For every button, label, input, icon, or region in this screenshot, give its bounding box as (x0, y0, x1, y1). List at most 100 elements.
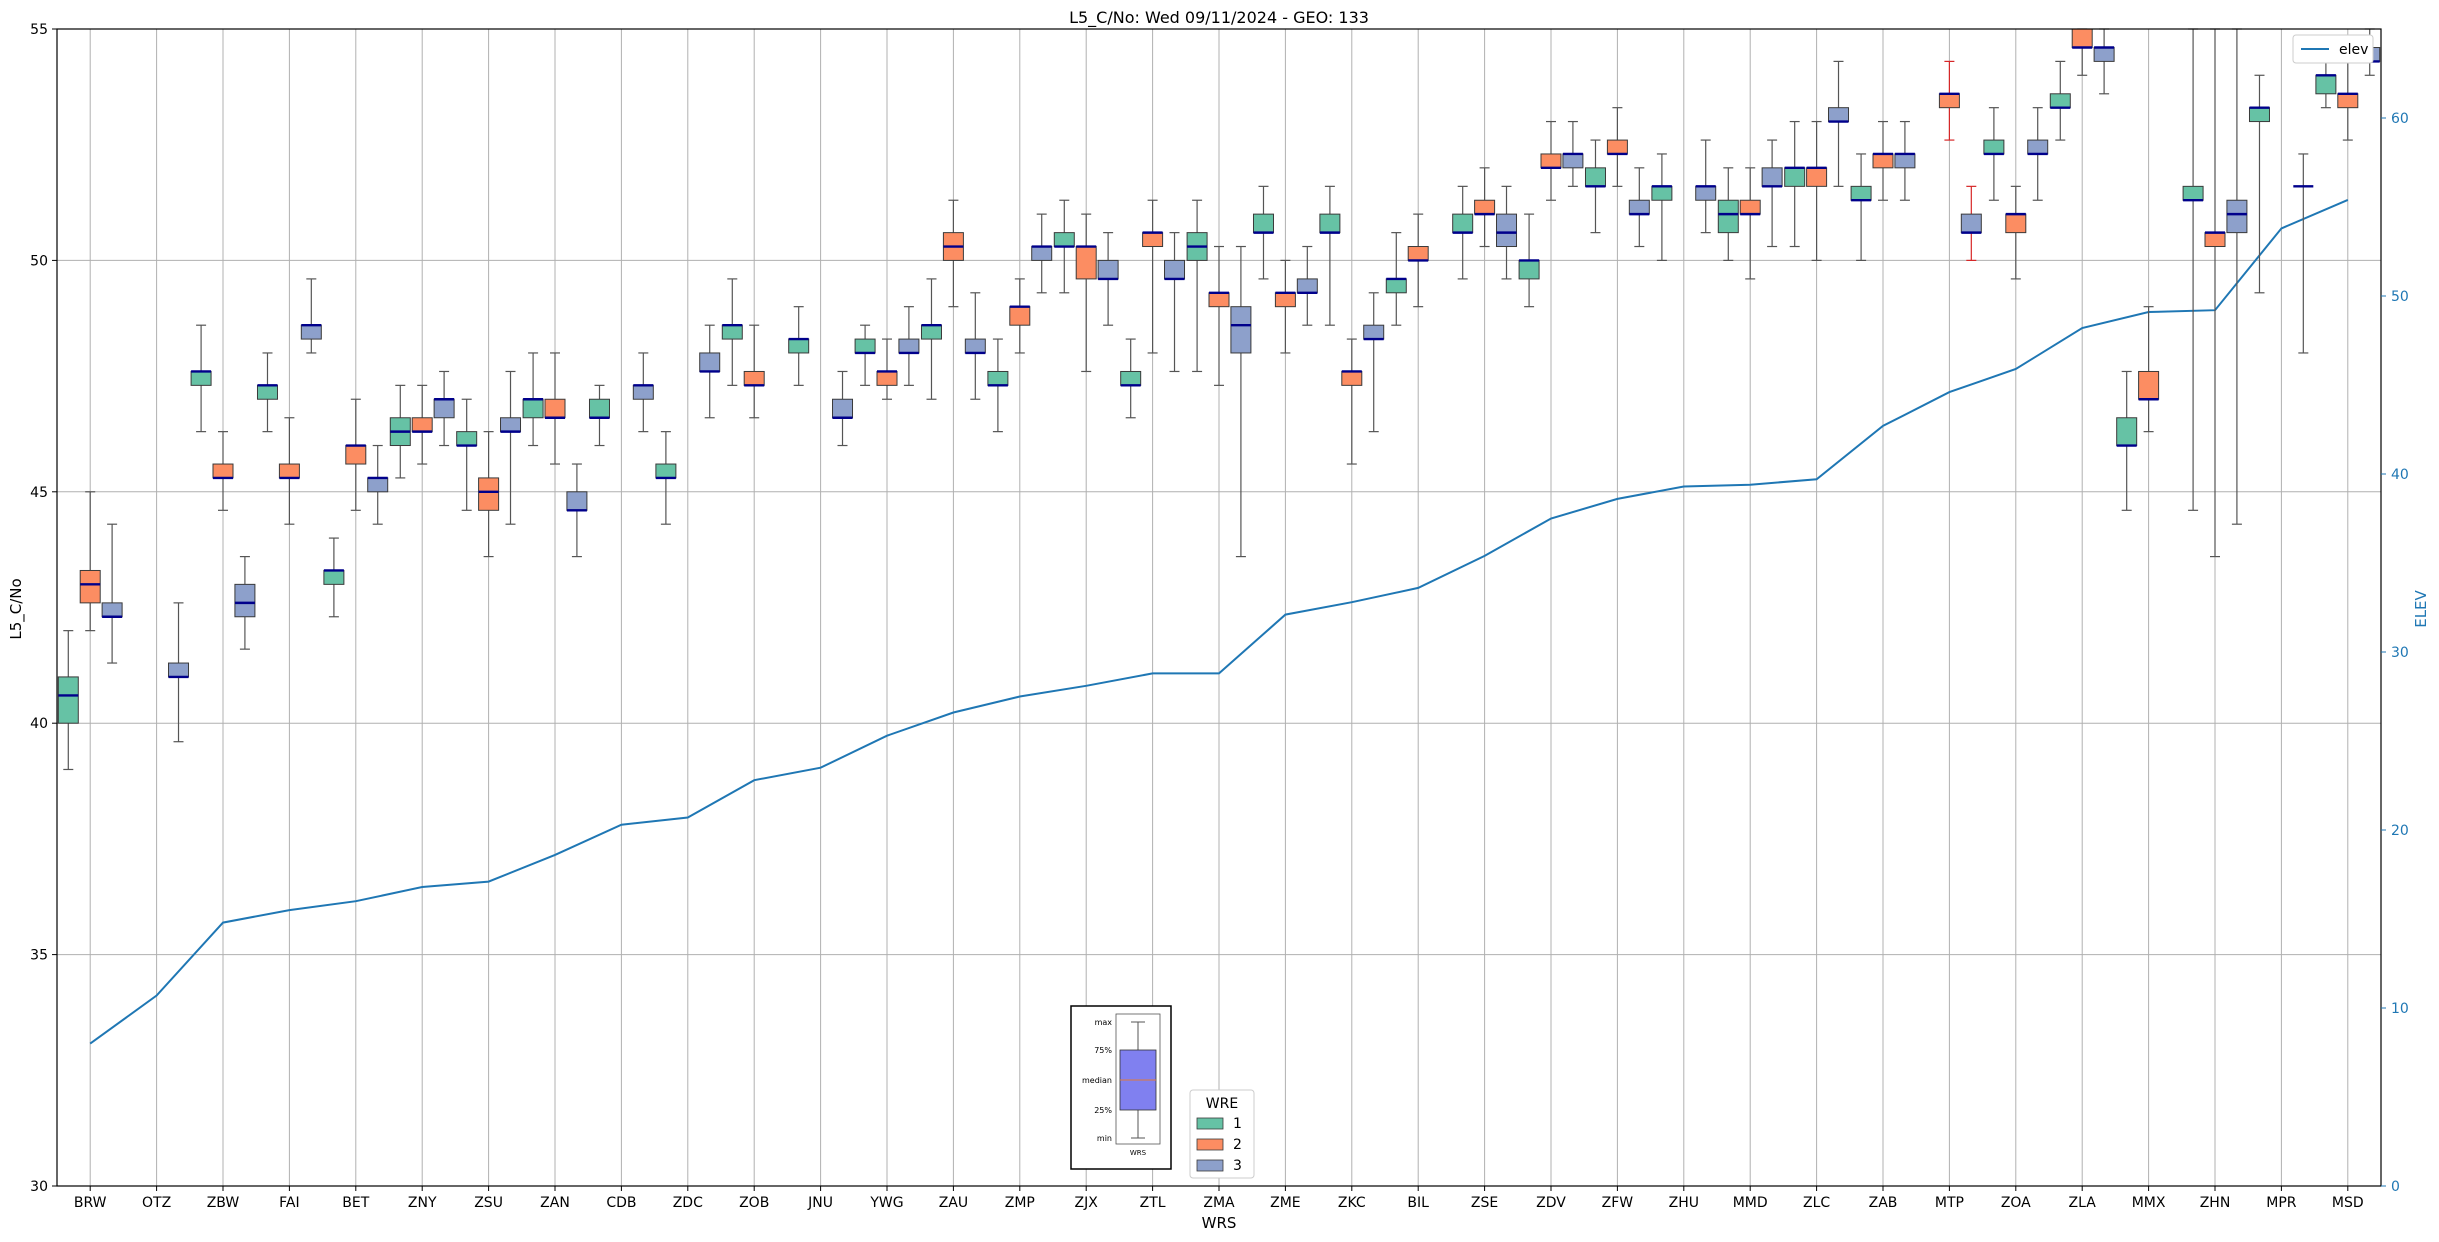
box-wre2-MTP (1938, 60, 1960, 141)
box-wre1-MPR (2248, 74, 2270, 294)
box-body (2337, 93, 2359, 109)
box-body (168, 662, 190, 678)
box-wre2-ZAN (544, 352, 566, 465)
box-body (588, 398, 610, 419)
x-tick-label: ZLC (1803, 1195, 1830, 1211)
box-body (1628, 199, 1650, 215)
box-wre2-MMX (2138, 306, 2160, 433)
elev-series-line (89, 198, 2349, 1045)
chart-title: L5_C/No: Wed 09/11/2024 - GEO: 133 (1069, 8, 1369, 28)
box-body (1540, 153, 1562, 169)
box-wre1-ZFW (1584, 139, 1606, 234)
box-body (79, 569, 101, 604)
box-body (1828, 107, 1850, 123)
x-tick-label: ZOA (2001, 1195, 2031, 1211)
box-body (1960, 213, 1982, 234)
box-wre3-YWG (898, 306, 920, 386)
box-wre1-ZTL (1120, 338, 1142, 419)
y-tick-label: 40 (30, 716, 48, 732)
box-body (411, 417, 433, 433)
box-wre2-MMD (1739, 167, 1761, 280)
box-body (1274, 292, 1296, 308)
box-body (367, 477, 389, 493)
box-body (1584, 167, 1606, 187)
box-body (1031, 246, 1053, 261)
box-body (2005, 213, 2027, 234)
inset-xlabel: WRS (1130, 1149, 1147, 1157)
box-body (1208, 292, 1230, 308)
box-body (1296, 278, 1318, 294)
inset-label: median (1082, 1076, 1112, 1085)
elev-legend: elev (2292, 34, 2374, 64)
box-body (1319, 213, 1341, 234)
box-wre1-BET (323, 537, 345, 618)
box-wre2-ZDV (1540, 120, 1562, 201)
box-wre3-ZHU (1695, 139, 1717, 234)
box-body (544, 398, 566, 419)
box-wre3-ZME (1296, 245, 1318, 326)
box-body (1894, 153, 1916, 169)
box-body (1407, 246, 1429, 261)
box-body (632, 384, 654, 400)
box-body (2093, 47, 2115, 62)
box-wre3-ZAU (964, 292, 986, 400)
box-body (2138, 370, 2160, 400)
box-wre1-BIL (1385, 232, 1407, 326)
box-body (2315, 74, 2337, 95)
box-wre2-ZBW (212, 431, 234, 511)
box-body (1938, 93, 1960, 109)
box-body (1717, 199, 1739, 234)
box-wre2-ZAB (1872, 120, 1894, 201)
x-tick-label: ZAB (1869, 1195, 1898, 1211)
box-wre1-CDB (588, 384, 610, 447)
y-tick-label: 50 (30, 253, 48, 269)
inset-label: max (1095, 1018, 1113, 1027)
axes-layer: BRW OTZ ZBW FAI BET ZNY ZSU ZAN CDB ZDC ZOB JNU YWG Z… (30, 22, 2409, 1211)
inset-label: min (1097, 1134, 1112, 1143)
box-wre2-ZKC (1341, 338, 1363, 465)
box-body (743, 370, 765, 386)
box-wre2-ZHN (2204, 28, 2226, 558)
box-body (1784, 167, 1806, 187)
legend-label: 1 (1233, 1116, 1242, 1132)
box-wre3-ZLC (1828, 60, 1850, 187)
x-tick-label: ZKC (1338, 1195, 1366, 1211)
box-layer (57, 28, 2381, 771)
box-body (832, 398, 854, 419)
x-tick-label: ZME (1270, 1195, 1301, 1211)
legend-frame (1189, 1089, 1255, 1179)
box-wre1-ZKC (1319, 185, 1341, 326)
box-wre1-ZLC (1784, 120, 1806, 248)
legend-label: 2 (1233, 1137, 1242, 1153)
box-wre1-ZNY (389, 384, 411, 479)
box-wre1-ZOA (1983, 107, 2005, 201)
box-wre3-ZTL (1164, 232, 1186, 373)
box-body (323, 569, 345, 585)
x-tick-label: ZAN (540, 1195, 570, 1211)
y2-tick-label: 60 (2391, 111, 2409, 127)
box-body (1474, 199, 1496, 215)
box-body (1120, 370, 1142, 386)
box-wre2-ZMP (1009, 278, 1031, 354)
y2-tick-label: 40 (2391, 467, 2409, 483)
y2-tick-label: 0 (2391, 1179, 2400, 1195)
box-body (788, 338, 810, 354)
box-body (433, 398, 455, 419)
legend-title: WRE (1206, 1096, 1238, 1112)
box-body (1496, 213, 1518, 248)
elev-legend-frame (2292, 34, 2374, 64)
box-wre2-BIL (1407, 213, 1429, 308)
box-body (300, 324, 322, 340)
x-tick-label: ZHN (2200, 1195, 2231, 1211)
box-body (699, 352, 721, 372)
box-body (1695, 185, 1717, 201)
x-tick-label: ZFW (1602, 1195, 1634, 1211)
x-tick-label: BET (342, 1195, 369, 1211)
x-tick-label: ZSU (474, 1195, 503, 1211)
box-body (212, 463, 234, 479)
box-wre3-ZBW (234, 555, 256, 650)
box-wre2-ZME (1274, 259, 1296, 354)
box-body (2226, 199, 2248, 234)
box-body (500, 417, 522, 433)
box-wre1-YWG (854, 324, 876, 386)
